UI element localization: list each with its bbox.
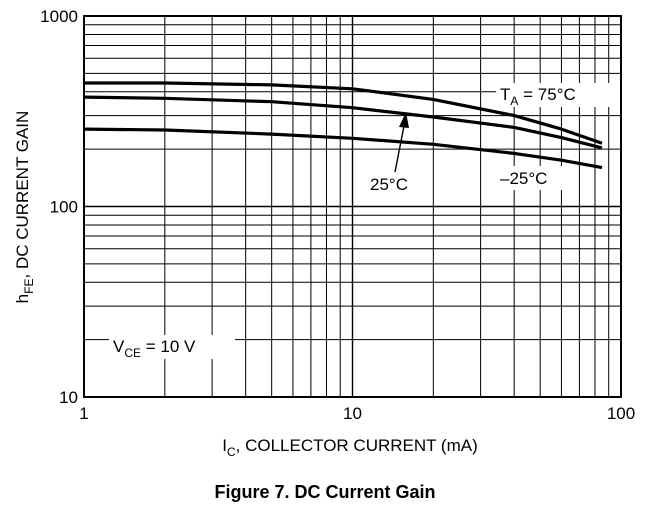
arrow-25c-shaft (394, 125, 405, 173)
label-25c: 25°C (367, 172, 419, 196)
arrow-25c-head (399, 112, 409, 128)
label-minus-25c: –25°C (496, 166, 578, 190)
x-axis-label: IC, COLLECTOR CURRENT (mA) (222, 436, 478, 459)
grid (84, 16, 621, 397)
label-minus-25c-background (496, 166, 578, 190)
label-minus-25c-text: –25°C (500, 169, 547, 188)
figure-caption: Figure 7. DC Current Gain (214, 482, 436, 502)
x-tick-label: 1 (79, 404, 88, 423)
curve-series-2 (83, 127, 603, 170)
label-25c-text: 25°C (370, 175, 408, 194)
curve-series-0 (84, 81, 603, 145)
label-vce: VCE = 10 V (109, 335, 235, 360)
y-axis-label: hFE, DC CURRENT GAIN (13, 111, 36, 304)
annotations: TA = 75°C 25°C –25°C VCE = 10 V (109, 83, 620, 360)
y-tick-label: 1000 (40, 7, 78, 26)
label-ta-75c-background (496, 83, 620, 107)
y-tick-label: 100 (50, 198, 78, 217)
x-tick-label: 10 (343, 404, 362, 423)
y-tick-label: 10 (59, 388, 78, 407)
label-vce-background (109, 335, 235, 359)
x-tick-label: 100 (607, 404, 635, 423)
curves (83, 81, 603, 170)
label-ta-75c-text: TA = 75°C (500, 85, 576, 108)
label-ta-75c: TA = 75°C (496, 83, 620, 108)
label-vce-text: VCE = 10 V (113, 337, 196, 360)
curve-series-1 (83, 95, 603, 150)
arrow-25c (394, 112, 409, 173)
label-25c-background (367, 172, 419, 196)
plot-frame (83, 15, 622, 398)
